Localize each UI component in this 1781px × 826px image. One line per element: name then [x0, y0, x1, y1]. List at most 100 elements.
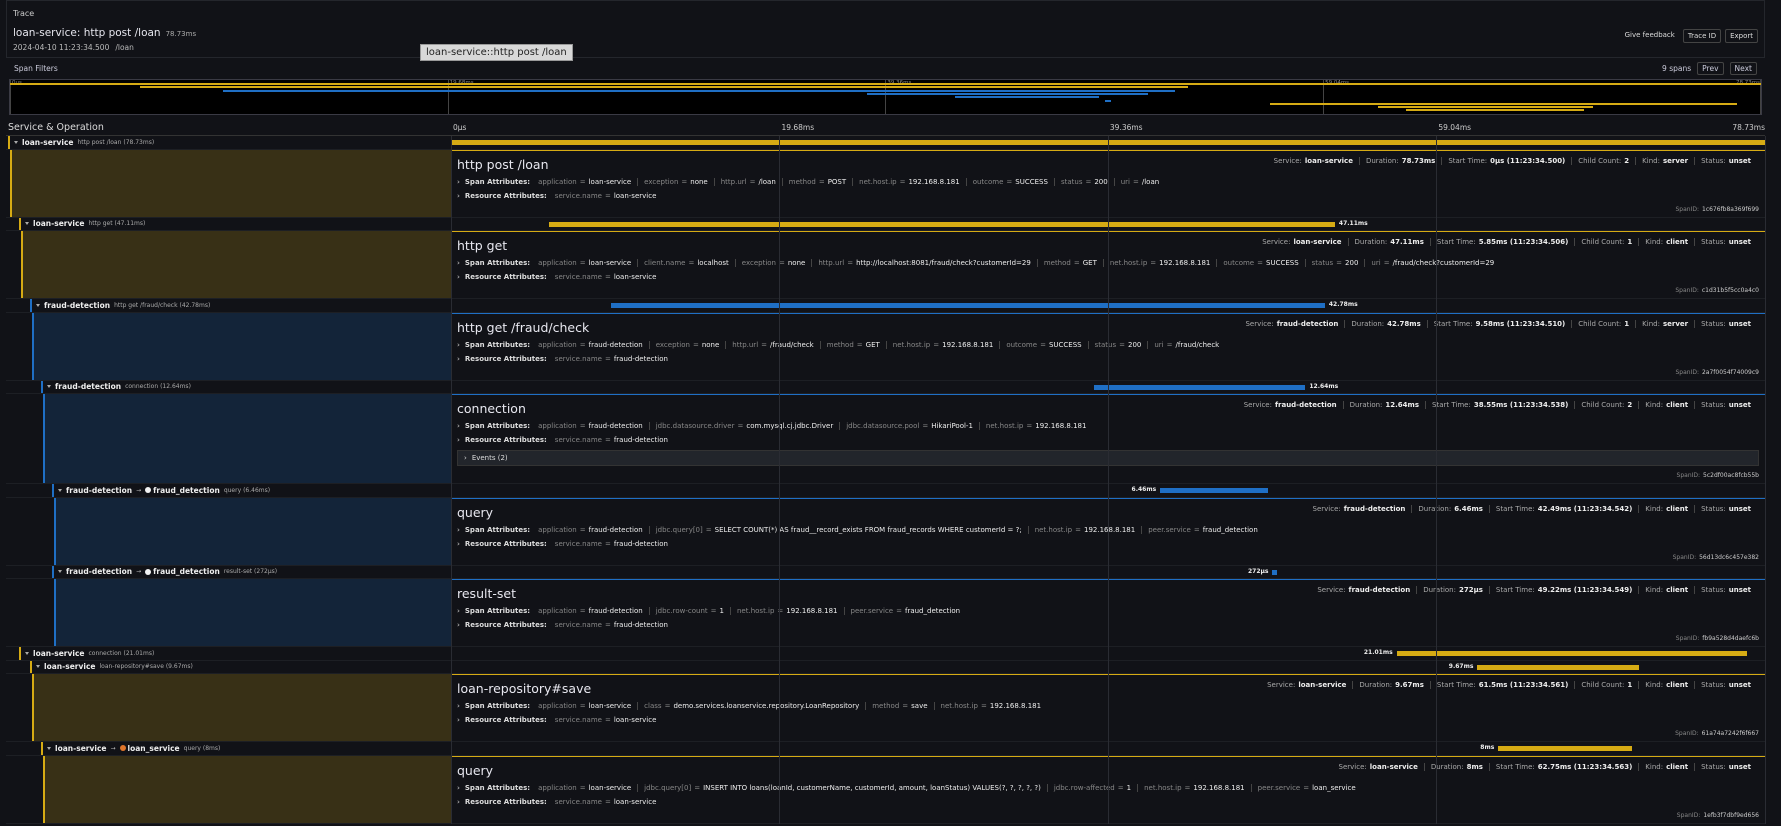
caret[interactable]: [14, 140, 18, 144]
attributes-heading: Span Attributes:: [457, 702, 530, 710]
attribute-value: 1: [708, 607, 724, 615]
attribute-key: jdbc.row-affected: [1053, 783, 1115, 792]
attribute-value: SUCCESS: [1037, 341, 1082, 349]
feedback-link[interactable]: Give feedback: [1624, 31, 1675, 39]
service-name: loan-service: [33, 648, 85, 658]
meta-value: 49.22ms (11:23:34.549): [1538, 586, 1640, 594]
caret[interactable]: [25, 651, 29, 655]
caret[interactable]: [36, 303, 40, 307]
caret[interactable]: [58, 570, 62, 574]
minimap-tick: 59.04ms: [1323, 80, 1349, 114]
attribute: net.host.ip192.168.8.181: [986, 422, 1093, 430]
attribute: applicationfraud-detection: [538, 340, 650, 349]
details-meta: Service: loan-service Duration: 8ms Start Ti…: [1333, 762, 1757, 771]
attribute-value: SUCCESS: [1254, 259, 1299, 267]
meta-label: Service:: [1273, 156, 1302, 165]
bar-label: 6.46ms: [1131, 486, 1157, 493]
attribute: net.host.ip192.168.8.181: [737, 607, 845, 615]
attributes[interactable]: Resource Attributes: service.nameloan-ser…: [457, 798, 1759, 806]
span-id-value: 1c676fb8a369f699: [1702, 205, 1759, 213]
attribute-key: peer.service: [1257, 783, 1301, 792]
attributes[interactable]: Resource Attributes: service.namefraud-de…: [457, 540, 1759, 548]
attributes[interactable]: Resource Attributes: service.namefraud-de…: [457, 621, 1759, 629]
attribute-value: fraud-detection: [602, 621, 668, 629]
minimap[interactable]: 0μs 19.68ms 39.36ms 59.04ms 78.73ms: [9, 79, 1762, 115]
attribute: net.host.ip192.168.8.181: [1110, 259, 1218, 267]
meta-label: Start Time:: [1448, 156, 1488, 165]
attribute: methodGET: [827, 340, 887, 349]
attributes[interactable]: Span Attributes: applicationloan-service c…: [457, 702, 1759, 710]
attributes[interactable]: Span Attributes: applicationfraud-detecti…: [457, 422, 1759, 430]
attributes[interactable]: Resource Attributes: service.namefraud-de…: [457, 436, 1759, 444]
attributes[interactable]: Resource Attributes: service.namefraud-de…: [457, 355, 1759, 363]
caret[interactable]: [58, 488, 62, 492]
attributes[interactable]: Resource Attributes: service.nameloan-ser…: [457, 273, 1759, 281]
span-id-value: 56d13dc6c457e382: [1699, 553, 1759, 561]
attributes-heading: Resource Attributes:: [457, 355, 547, 363]
attribute-value: 192.168.8.181: [774, 607, 837, 615]
peer-service: loan_service: [127, 743, 180, 753]
meta-label: Start Time:: [1436, 238, 1476, 246]
meta-value: client: [1666, 504, 1696, 513]
attributes-heading: Resource Attributes:: [457, 716, 547, 724]
attribute-value: fraud-detection: [577, 607, 643, 615]
attribute-value: fraud_detection: [893, 607, 960, 615]
attribute: service.namefraud-detection: [555, 540, 674, 548]
service-name: loan-service: [44, 662, 96, 672]
attributes[interactable]: Span Attributes: applicationfraud-detecti…: [457, 340, 1759, 349]
meta-label: Duration:: [1423, 586, 1456, 594]
attribute-key: net.host.ip: [859, 177, 897, 186]
attribute-value: 192.168.8.181: [1023, 422, 1086, 430]
details-meta: Service: fraud-detection Duration: 272μs Sta…: [1311, 586, 1757, 594]
caret[interactable]: [47, 746, 51, 750]
timeline-ticks: 0μs 19.68ms 39.36ms 59.04ms 78.73ms: [451, 120, 1765, 135]
export-button[interactable]: Export: [1725, 29, 1758, 43]
bar-label: 47.11ms: [1338, 219, 1368, 227]
attributes[interactable]: Span Attributes: applicationloan-service j…: [457, 783, 1759, 792]
attributes[interactable]: Span Attributes: applicationfraud-detecti…: [457, 607, 1759, 615]
events[interactable]: Events (2): [457, 450, 1759, 466]
attribute-value: loan-service: [602, 192, 656, 200]
span-id-label: SpanID:: [1675, 635, 1700, 642]
attributes[interactable]: Span Attributes: applicationfraud-detecti…: [457, 525, 1759, 534]
attribute: status200: [1095, 340, 1149, 349]
meta-value: unset: [1728, 762, 1751, 771]
prev-button[interactable]: Prev: [1697, 62, 1724, 75]
attribute: net.host.ip192.168.8.181: [1035, 525, 1143, 534]
meta-label: Kind:: [1645, 586, 1664, 594]
span-id: SpanID: 1efb3f7dbf9ed656: [457, 812, 1759, 819]
attribute: outcomeSUCCESS: [1223, 259, 1306, 267]
peer-service: fraud_detection: [153, 567, 220, 577]
caret[interactable]: [47, 385, 51, 389]
attributes[interactable]: Resource Attributes: service.nameloan-ser…: [457, 192, 1759, 200]
meta-value: 78.73ms: [1402, 156, 1443, 165]
span-row[interactable]: fraud-detectionfraud_detectionresult-set…: [6, 565, 1765, 579]
attribute-value: fraud-detection: [602, 540, 668, 548]
span-timeline: 6.46ms: [451, 484, 1765, 497]
trace-id-button[interactable]: Trace ID: [1682, 29, 1722, 43]
caret[interactable]: [25, 222, 29, 226]
minimap-bar: [223, 89, 1175, 92]
details-title: connection: [457, 401, 526, 416]
span-id-value: c1d31b5f5cc0a4c0: [1701, 287, 1759, 294]
attributes[interactable]: Resource Attributes: service.nameloan-ser…: [457, 716, 1759, 724]
span-filters[interactable]: Span Filters: [14, 64, 58, 73]
attribute-value: http://localhost:8081/fraud/check?custom…: [844, 259, 1031, 267]
attributes[interactable]: Span Attributes: applicationloan-service c…: [457, 259, 1759, 267]
next-button[interactable]: Next: [1729, 62, 1757, 75]
meta-label: Service:: [1243, 401, 1272, 409]
attribute-value: 192.168.8.181: [1072, 526, 1135, 534]
attribute-key: application: [538, 525, 577, 534]
caret[interactable]: [36, 665, 40, 669]
attributes[interactable]: Span Attributes: applicationloan-service e…: [457, 177, 1759, 186]
attribute-value: loan-service: [602, 798, 656, 806]
